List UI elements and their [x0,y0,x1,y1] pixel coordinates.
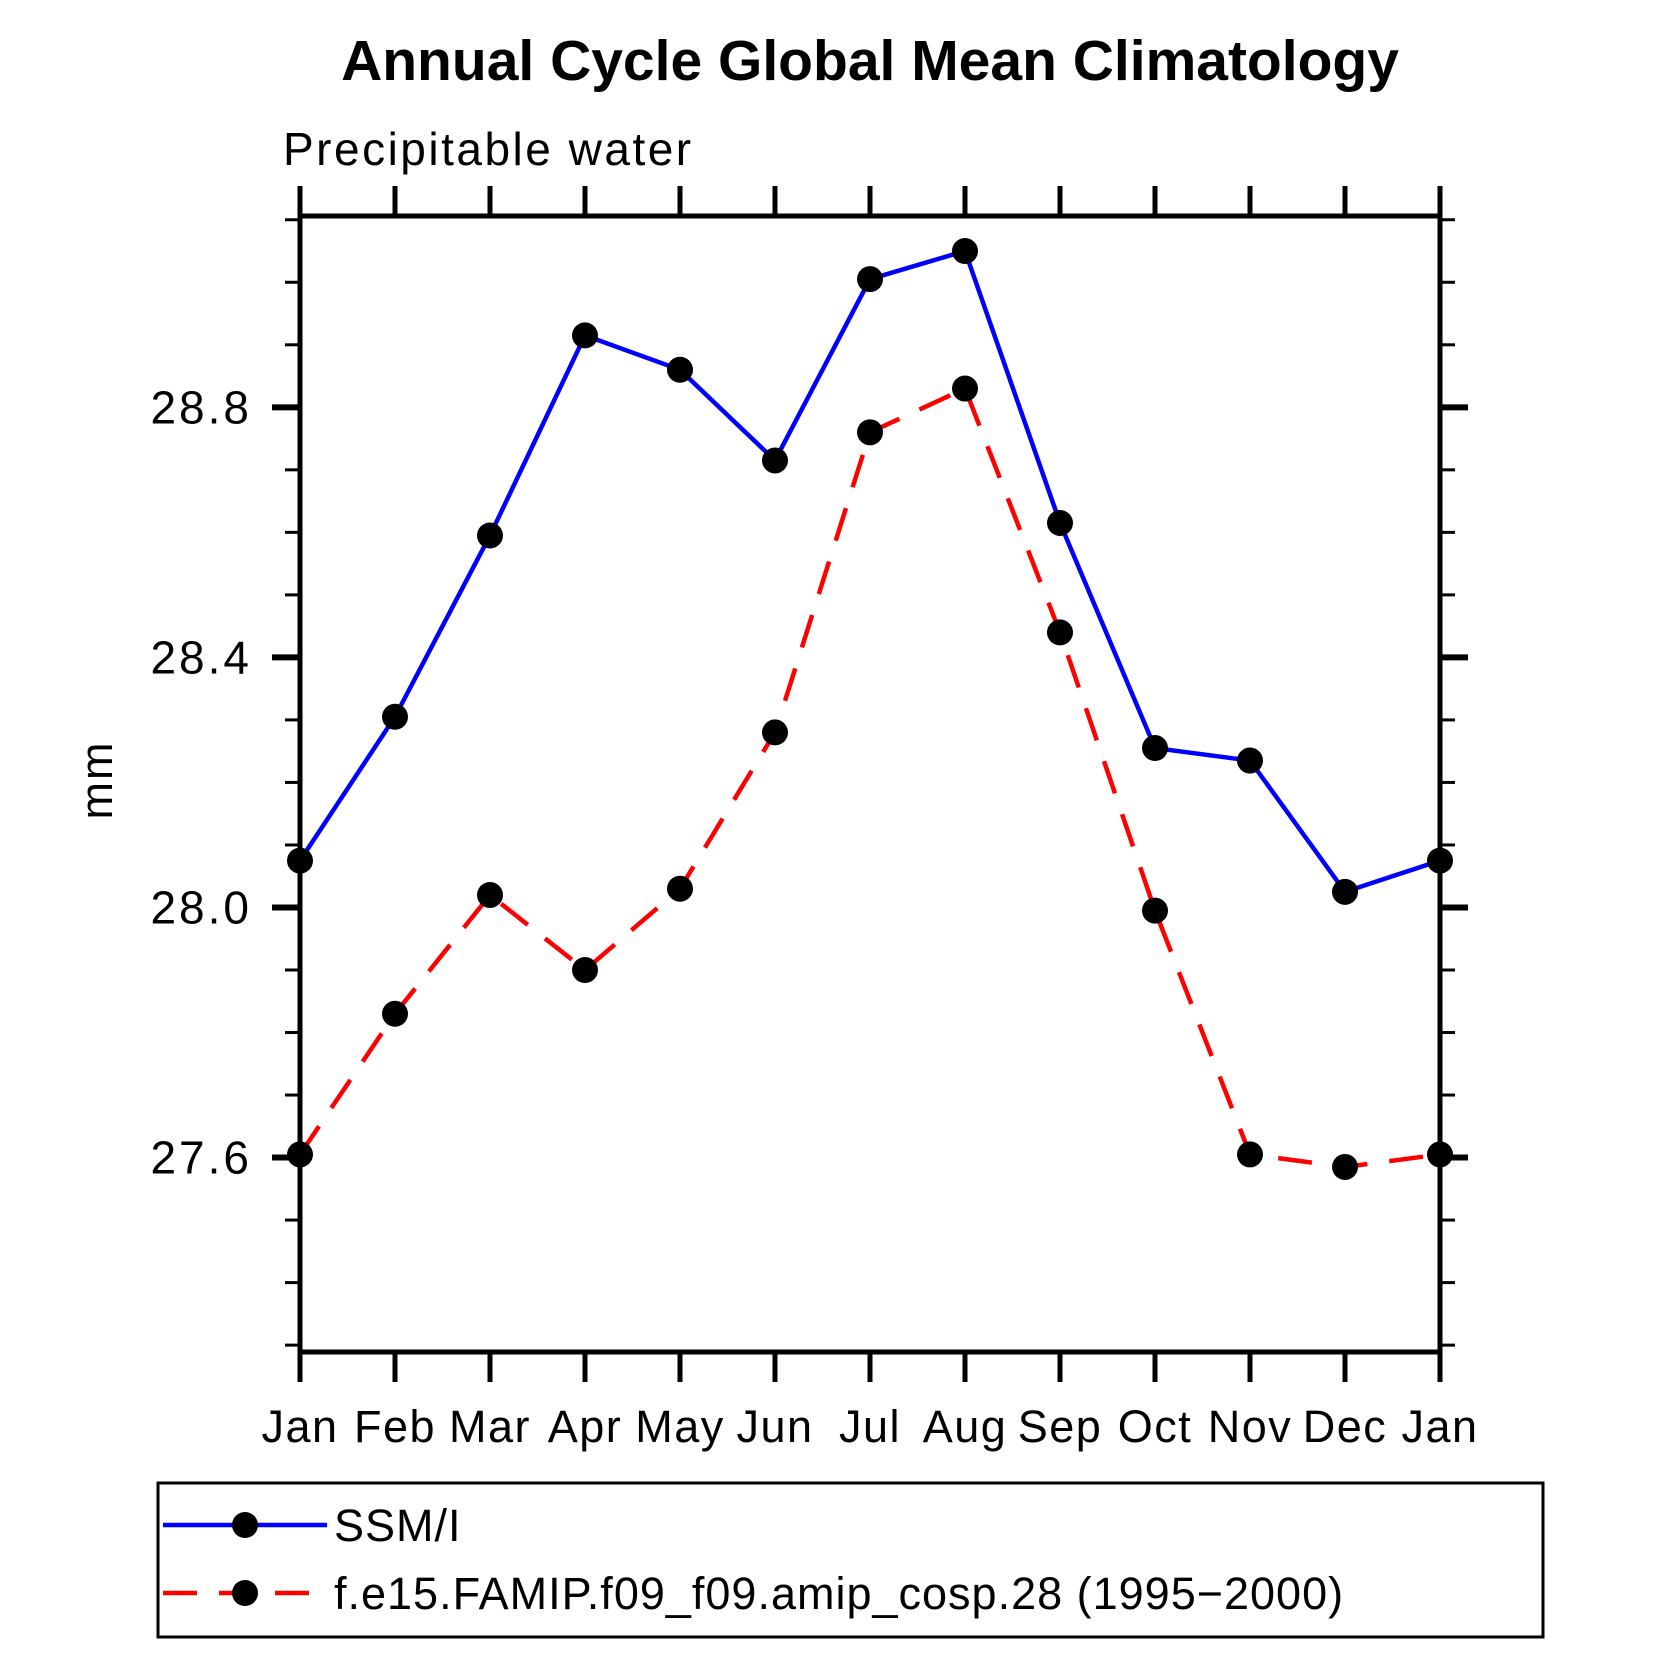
data-point [952,238,978,265]
data-point [667,875,693,902]
data-point [1142,735,1168,762]
month-label: Aug [923,1401,1008,1452]
chart-title: Annual Cycle Global Mean Climatology [341,29,1399,93]
data-point [477,881,503,908]
data-point [572,956,598,983]
data-point [1237,1141,1263,1168]
data-point [1237,747,1263,774]
month-label: Jul [839,1401,901,1452]
series-line-1 [298,385,1441,1170]
data-point [1427,847,1453,874]
month-label: Feb [354,1401,436,1452]
legend-marker-0 [232,1512,258,1538]
legend-marker-1 [232,1580,258,1606]
data-series [287,238,1453,1180]
month-label: Nov [1208,1401,1293,1452]
data-point [1332,878,1358,905]
y-tick-label: 27.6 [150,1132,252,1184]
month-label: Jun [736,1401,813,1452]
y-tick-label: 28.4 [150,631,252,683]
legend-label-1: f.e15.FAMIP.f09_f09.amip_cosp.28 (1995−2… [334,1568,1344,1619]
data-point [857,419,883,446]
data-point [1047,619,1073,646]
data-point [572,322,598,349]
data-point [762,447,788,474]
y-tick-label: 28.8 [150,381,252,433]
data-point [762,719,788,746]
y-tick-label: 28.0 [150,881,252,933]
month-label: May [635,1401,725,1452]
data-point [952,375,978,402]
data-point [857,266,883,293]
y-axis-label: mm [71,741,122,820]
data-point [1142,897,1168,924]
month-label: Apr [548,1401,623,1452]
data-point [287,847,313,874]
month-label: Oct [1118,1401,1193,1452]
chart-subtitle: Precipitable water [283,123,694,175]
data-point [287,1141,313,1168]
month-label: Jan [1401,1401,1478,1452]
data-point [477,522,503,549]
month-label: Jan [261,1401,338,1452]
data-point [382,1000,408,1027]
legend-box [156,1481,1545,1639]
month-label: Sep [1018,1401,1103,1452]
data-point [667,356,693,383]
month-label: Dec [1303,1401,1388,1452]
series-line-0 [298,248,1441,895]
legend: SSM/I f.e15.FAMIP.f09_f09.amip_cosp.28 (1… [156,1481,1545,1639]
data-point [1332,1153,1358,1180]
axes: Jan Feb Mar Apr May Jun Jul Aug Sep Oct Nov Dec Jan 2… [150,186,1478,1452]
data-point [1047,509,1073,536]
data-point [1427,1141,1453,1168]
data-point [382,703,408,730]
month-label: Mar [449,1401,531,1452]
legend-label-0: SSM/I [334,1500,462,1551]
